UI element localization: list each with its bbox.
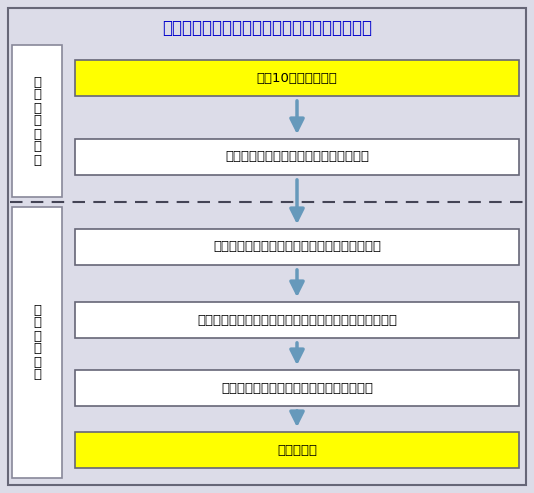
Text: 水分が少ない部分では、でん粉の糊で組織が埋まらない: 水分が少ない部分では、でん粉の糊で組織が埋まらない bbox=[197, 314, 397, 326]
Bar bbox=[75, 60, 519, 96]
Text: 蒸
し
加
工
段
階: 蒸 し 加 工 段 階 bbox=[33, 304, 41, 382]
Bar bbox=[12, 207, 62, 478]
Bar bbox=[75, 370, 519, 406]
Text: 水分、でん粉が少ない部分ででん粉の糊化不良: 水分、でん粉が少ない部分ででん粉の糊化不良 bbox=[213, 241, 381, 253]
Text: 今回の研究で明らかになったシロタの発生機構: 今回の研究で明らかになったシロタの発生機構 bbox=[162, 19, 372, 37]
Text: 水分が少ない部分で細胞内外の隙間が拡大: 水分が少ない部分で細胞内外の隙間が拡大 bbox=[221, 382, 373, 394]
Text: ９～10月に畑が乾燥: ９～10月に畑が乾燥 bbox=[256, 71, 337, 84]
Bar bbox=[75, 139, 519, 175]
Bar bbox=[75, 302, 519, 338]
Bar bbox=[75, 229, 519, 265]
Text: シロタ発生: シロタ発生 bbox=[277, 444, 317, 457]
Bar bbox=[12, 45, 62, 197]
Text: 栽
培
段
階
（
畑
）: 栽 培 段 階 （ 畑 ） bbox=[33, 75, 41, 167]
Text: イモ内部に水分やでん粉蓄積のムラ発生: イモ内部に水分やでん粉蓄積のムラ発生 bbox=[225, 150, 369, 164]
Bar bbox=[75, 432, 519, 468]
